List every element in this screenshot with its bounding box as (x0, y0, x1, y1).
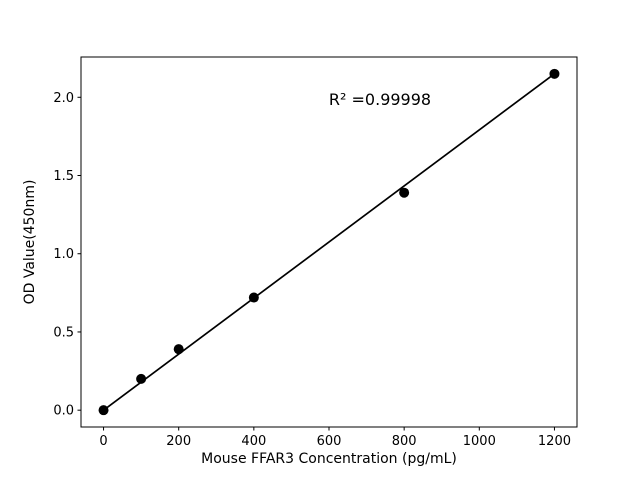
data-point (173, 344, 184, 355)
trend-line (103, 73, 555, 411)
data-point (549, 68, 560, 79)
data-point (399, 187, 410, 198)
x-tick-label: 800 (392, 434, 417, 449)
x-axis-label: Mouse FFAR3 Concentration (pg/mL) (201, 451, 457, 467)
data-point (136, 373, 147, 384)
x-tick-label: 1000 (463, 434, 496, 449)
x-tick-label: 400 (241, 434, 266, 449)
y-tick-label: 1.0 (53, 247, 74, 262)
x-tick-label: 600 (317, 434, 342, 449)
y-tick-label: 1.5 (53, 169, 74, 184)
y-tick-label: 0.5 (53, 325, 74, 340)
y-tick-label: 2.0 (53, 91, 74, 106)
data-point (98, 405, 109, 416)
x-tick-label: 1200 (538, 434, 571, 449)
r-squared-annotation: R² =0.99998 (329, 90, 431, 109)
y-tick-label: 0.0 (53, 404, 74, 419)
y-axis-label: OD Value(450nm) (22, 180, 38, 305)
x-tick-label: 0 (99, 434, 107, 449)
x-tick-label: 200 (166, 434, 191, 449)
data-point (248, 292, 259, 303)
